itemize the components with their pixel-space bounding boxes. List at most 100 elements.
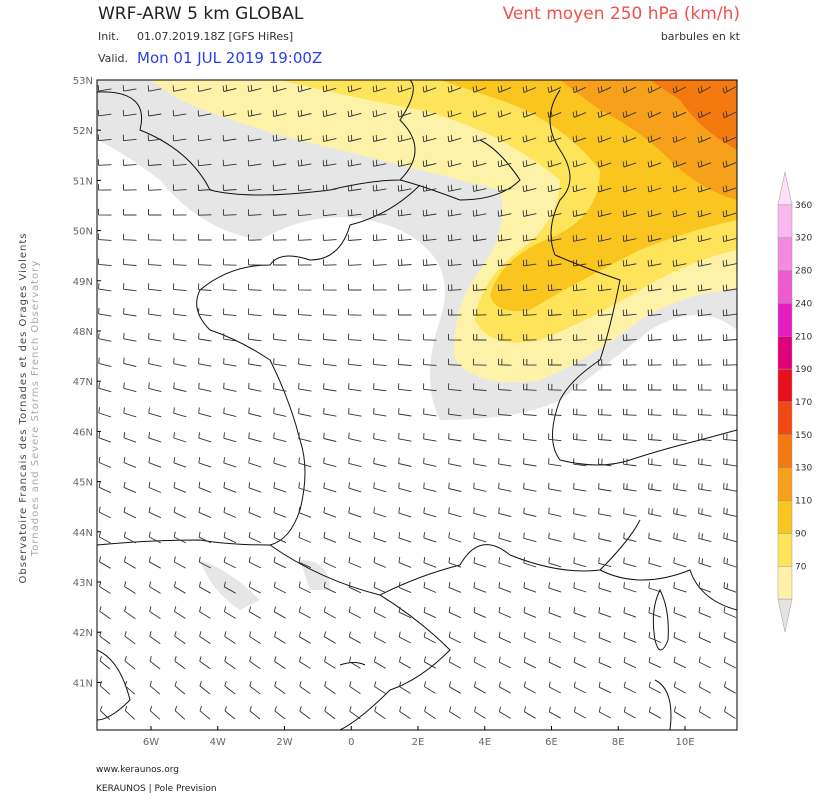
wind-barb bbox=[622, 284, 637, 292]
wind-barb bbox=[222, 159, 237, 167]
wind-barb bbox=[672, 86, 687, 94]
units-note: barbules en kt bbox=[661, 30, 741, 43]
wind-barb bbox=[423, 631, 437, 644]
wind-barb bbox=[523, 631, 537, 644]
wind-barb bbox=[598, 631, 612, 643]
wind-barb bbox=[673, 681, 686, 694]
colorbar-segment bbox=[777, 434, 793, 468]
wind-barb bbox=[423, 333, 437, 341]
wind-barb bbox=[198, 357, 212, 367]
wind-barb bbox=[448, 358, 462, 366]
wind-barb bbox=[473, 433, 487, 442]
wind-barb bbox=[298, 283, 312, 291]
wind-barb bbox=[247, 109, 262, 117]
wind-barb bbox=[148, 506, 162, 519]
colorbar-segment bbox=[777, 336, 793, 370]
wind-barb bbox=[697, 334, 712, 341]
wind-barb bbox=[648, 507, 662, 517]
wind-barb bbox=[123, 308, 137, 317]
wind-barb bbox=[323, 358, 337, 367]
wind-barb bbox=[672, 185, 687, 193]
wind-barb bbox=[547, 184, 562, 193]
wind-barb bbox=[573, 482, 587, 492]
wind-barb bbox=[348, 631, 361, 644]
wind-barb bbox=[447, 234, 462, 242]
wind-barb bbox=[248, 308, 262, 317]
wind-barb bbox=[722, 86, 736, 94]
wind-barb bbox=[397, 85, 412, 93]
wind-barb bbox=[548, 383, 562, 391]
wind-barb bbox=[223, 258, 237, 266]
wind-barb bbox=[197, 209, 212, 216]
wind-barb bbox=[148, 283, 162, 292]
wind-barb bbox=[498, 383, 512, 391]
wind-barb bbox=[373, 532, 387, 543]
wind-barb bbox=[198, 407, 212, 418]
wind-barb bbox=[373, 606, 387, 619]
wind-barb bbox=[722, 284, 737, 292]
wind-barb bbox=[647, 359, 662, 366]
wind-barb bbox=[173, 481, 187, 493]
valid-label: Valid. bbox=[98, 52, 128, 65]
wind-barb bbox=[572, 284, 587, 292]
wind-barb bbox=[298, 531, 312, 543]
lat-label: 53N bbox=[73, 76, 93, 87]
wind-barb bbox=[397, 159, 412, 167]
wind-barb bbox=[323, 581, 336, 594]
wind-barb bbox=[397, 259, 412, 266]
wind-barb bbox=[398, 507, 412, 518]
wind-barb bbox=[447, 85, 462, 93]
wind-barb bbox=[697, 86, 711, 94]
lon-label: 2W bbox=[276, 737, 292, 748]
wind-barb bbox=[422, 259, 437, 266]
wind-barb bbox=[623, 582, 637, 593]
wind-barb bbox=[648, 607, 662, 618]
wind-barb bbox=[698, 532, 712, 543]
wind-barb bbox=[223, 457, 237, 468]
lat-axis: 53N 52N 51N 50N 49N 48N 47N 46N 45N 44N 43N 42N 41N bbox=[73, 76, 101, 689]
wind-barb bbox=[423, 557, 437, 568]
wind-barb bbox=[647, 185, 662, 193]
wind-barb bbox=[522, 85, 537, 93]
wind-barb bbox=[273, 333, 287, 342]
wind-barb bbox=[123, 407, 137, 418]
wind-barb bbox=[447, 209, 462, 217]
wind-barb bbox=[223, 482, 237, 493]
colorbar-label: 360 bbox=[795, 201, 812, 211]
colorbar-label: 130 bbox=[795, 464, 812, 474]
wind-barb bbox=[223, 407, 237, 418]
wind-barb bbox=[548, 681, 562, 694]
wind-barb bbox=[147, 110, 162, 117]
wind-barb bbox=[648, 557, 662, 568]
wind-barb bbox=[572, 259, 587, 267]
wind-barb bbox=[398, 556, 412, 568]
wind-barb bbox=[473, 482, 487, 492]
wind-barb bbox=[572, 135, 587, 143]
wind-barb bbox=[523, 582, 537, 593]
wind-barb bbox=[572, 209, 587, 217]
wind-barb bbox=[223, 606, 236, 619]
wind-barb bbox=[698, 631, 712, 644]
wind-barb bbox=[273, 358, 287, 367]
wind-barb bbox=[522, 309, 537, 316]
colorbar-segment bbox=[777, 533, 793, 567]
wind-barb bbox=[398, 309, 412, 316]
wind-barb bbox=[473, 358, 487, 366]
map-area bbox=[97, 80, 737, 730]
wind-barb bbox=[673, 408, 687, 416]
wind-barb bbox=[223, 556, 237, 569]
wind-barb bbox=[397, 234, 412, 242]
wind-barb bbox=[323, 283, 337, 291]
wind-barb bbox=[223, 283, 237, 291]
wind-barb bbox=[372, 134, 387, 142]
wind-barb bbox=[149, 681, 161, 695]
wind-barb bbox=[148, 382, 162, 393]
wind-barb bbox=[98, 208, 112, 216]
wind-barb bbox=[573, 458, 587, 467]
footer-url: www.keraunos.org bbox=[96, 765, 179, 775]
wind-barb bbox=[548, 631, 562, 643]
wind-barb bbox=[623, 532, 637, 542]
wind-barb bbox=[323, 556, 337, 569]
wind-barb bbox=[98, 233, 112, 241]
wind-barb bbox=[98, 407, 112, 418]
